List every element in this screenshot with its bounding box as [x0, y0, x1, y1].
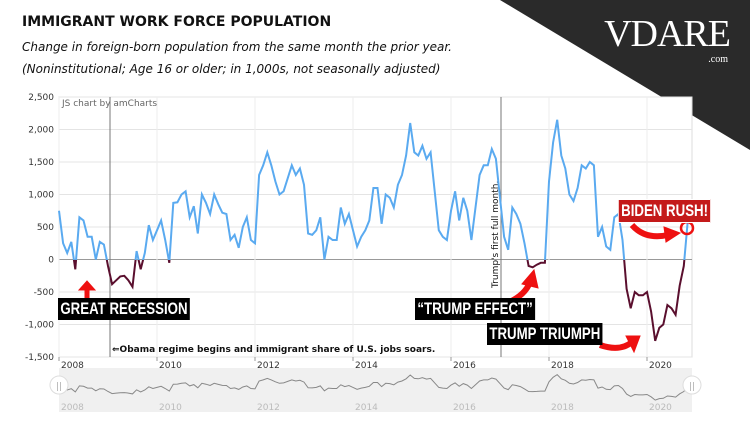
y-tick-label: 1,500 — [28, 158, 54, 168]
navigator-tick-label: 2012 — [257, 403, 280, 413]
trump-triumph-label: TRUMP TRIUMPH — [487, 323, 603, 345]
navigator-right-handle[interactable] — [682, 375, 702, 395]
vdare-logo: VDARE — [604, 13, 731, 55]
y-tick-label: 0 — [48, 256, 54, 266]
handle-grip-icon: || — [56, 382, 62, 392]
series-line-positive — [58, 119, 689, 260]
x-tick-label: 2016 — [453, 361, 476, 371]
trump-effect-label: “TRUMP EFFECT” — [415, 298, 536, 320]
x-tick-label: 2012 — [257, 361, 280, 371]
y-tick-label: 2,500 — [28, 93, 54, 103]
y-tick-label: 1,000 — [28, 191, 54, 201]
y-tick-label: -1,000 — [25, 321, 54, 331]
x-tick-label: 2018 — [551, 361, 574, 371]
navigator-tick-label: 2016 — [453, 403, 476, 413]
biden-arrow — [629, 222, 669, 240]
trump-month-annotation: Trump's first full month. — [491, 181, 501, 289]
chart-title: IMMIGRANT WORK FORCE POPULATION — [22, 14, 332, 30]
navigator-series — [58, 373, 689, 401]
navigator-tick-label: 2010 — [159, 403, 182, 413]
navigator-tick-label: 2014 — [355, 403, 378, 413]
navigator-background[interactable] — [59, 368, 692, 412]
biden-rush-label: BIDEN RUSH! — [618, 199, 712, 223]
x-tick-label: 2020 — [649, 361, 672, 371]
navigator-left-handle[interactable] — [49, 375, 69, 395]
vdare-logo-suffix: .com — [708, 54, 728, 65]
y-tick-label: 2,000 — [28, 126, 54, 136]
y-tick-label: -500 — [34, 288, 55, 298]
handle-grip-icon: || — [689, 382, 695, 392]
chart-subtitle-2: (Noninstitutional; Age 16 or older; in 1… — [22, 62, 441, 76]
navigator-tick-label: 2008 — [61, 403, 84, 413]
y-tick-label: 500 — [37, 223, 54, 233]
trump-triumph-arrowhead — [625, 335, 641, 354]
y-tick-label: -1,500 — [25, 353, 54, 363]
navigator-tick-label: 2020 — [649, 403, 672, 413]
chart-credit: JS chart by amCharts — [61, 99, 157, 109]
obama-annotation: ⇐Obama regime begins and immigrant share… — [112, 345, 435, 355]
recession-arrow — [77, 280, 97, 299]
navigator-tick-label: 2018 — [551, 403, 574, 413]
trump-effect-arrowhead — [521, 268, 539, 289]
x-tick-label: 2014 — [355, 361, 378, 371]
biden-arrowhead — [663, 226, 682, 243]
x-tick-label: 2010 — [159, 361, 182, 371]
chart-subtitle: Change in foreign-born population from t… — [22, 40, 452, 54]
great-recession-label: GREAT RECESSION — [58, 298, 190, 320]
x-tick-label: 2008 — [61, 361, 84, 371]
